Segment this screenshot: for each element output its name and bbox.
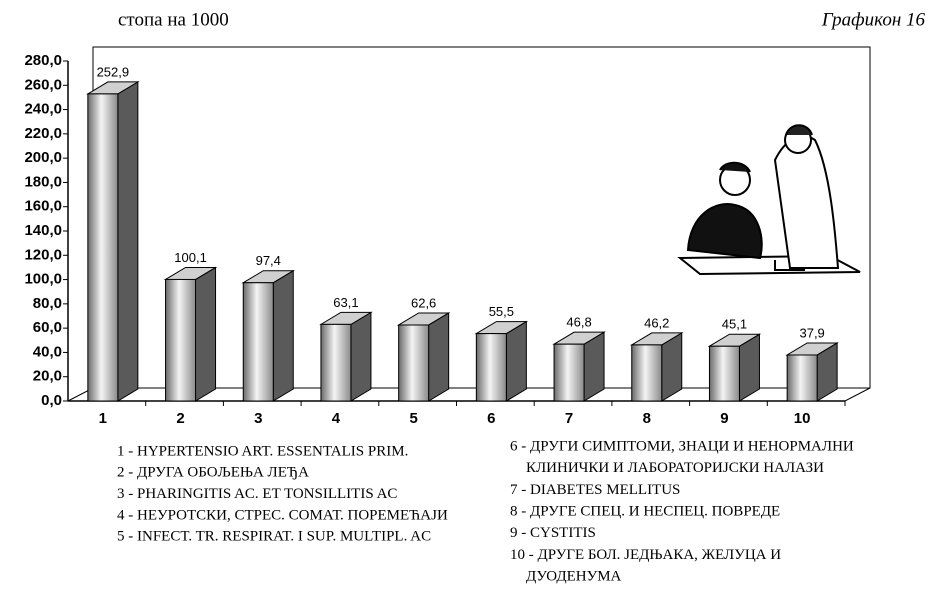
chart-title: стопа на 1000 bbox=[118, 9, 229, 30]
legend-note: ДУОДЕНУМА bbox=[526, 569, 622, 585]
value-label: 37,9 bbox=[799, 325, 824, 340]
legend-note: 10 - ДРУГЕ БОЛ. ЈЕДЊАКА, ЖЕЛУЦА И bbox=[510, 547, 781, 563]
bar-front bbox=[398, 324, 430, 402]
bar-side bbox=[428, 312, 450, 402]
bar-front bbox=[320, 323, 352, 402]
bar bbox=[629, 332, 684, 402]
bar-side bbox=[272, 269, 294, 402]
legend-note: 5 - INFECT. TR. RESPIRAT. I SUP. MULTIPL… bbox=[117, 529, 431, 545]
bar-front bbox=[708, 345, 740, 402]
illustration bbox=[677, 124, 861, 276]
bar-front bbox=[786, 354, 818, 402]
bar bbox=[707, 333, 762, 402]
bar-front bbox=[87, 93, 119, 402]
x-tick-label: 9 bbox=[720, 410, 728, 427]
x-tick-label: 6 bbox=[487, 410, 495, 427]
bar bbox=[86, 81, 140, 402]
bar-side bbox=[117, 81, 139, 402]
legend-note: 3 - PHARINGITIS AC. ET TONSILLITIS AC bbox=[117, 486, 397, 502]
bar bbox=[163, 266, 218, 402]
value-label: 46,2 bbox=[644, 315, 669, 330]
y-tick-label: 240,0 bbox=[24, 101, 62, 118]
bar-front bbox=[165, 278, 197, 402]
bar-front bbox=[553, 343, 585, 402]
x-tick-label: 4 bbox=[332, 410, 341, 427]
y-tick-label: 80,0 bbox=[33, 295, 62, 312]
value-label: 63,1 bbox=[333, 295, 358, 310]
chart-subtitle: Графикон 16 bbox=[821, 9, 926, 30]
y-tick-label: 160,0 bbox=[24, 198, 62, 215]
y-tick-label: 280,0 bbox=[24, 52, 62, 69]
bar bbox=[319, 311, 373, 402]
x-tick-label: 8 bbox=[643, 410, 651, 427]
bar bbox=[552, 331, 606, 402]
y-tick-label: 100,0 bbox=[24, 271, 62, 288]
value-label: 97,4 bbox=[256, 253, 281, 268]
x-tick-label: 3 bbox=[254, 410, 262, 427]
legend-note: 6 - ДРУГИ СИМПТОМИ, ЗНАЦИ И НЕНОРМАЛНИ bbox=[510, 438, 854, 454]
legend-note: 7 - DIABETES MELLITUS bbox=[510, 482, 680, 498]
bar bbox=[396, 312, 451, 402]
legend-note: 2 - ДРУГА ОБОЉЕЊА ЛЕЂА bbox=[117, 465, 309, 481]
x-tick-label: 10 bbox=[794, 410, 811, 427]
value-label: 55,5 bbox=[489, 304, 514, 319]
y-tick-label: 260,0 bbox=[24, 76, 62, 93]
bar bbox=[474, 320, 529, 402]
bar-front bbox=[475, 333, 507, 402]
value-label: 46,8 bbox=[566, 315, 591, 330]
bar-side bbox=[350, 311, 372, 402]
y-tick-label: 60,0 bbox=[33, 319, 62, 336]
y-tick-label: 120,0 bbox=[24, 246, 62, 263]
legend-note: 1 - HYPERTENSIO ART. ESSENTALIS PRIM. bbox=[117, 443, 408, 459]
value-label: 45,1 bbox=[722, 317, 747, 332]
y-tick-label: 0,0 bbox=[41, 392, 62, 409]
bar-side bbox=[505, 320, 527, 402]
y-tick-label: 40,0 bbox=[33, 343, 62, 360]
x-tick-label: 7 bbox=[565, 410, 573, 427]
legend-note: 4 - НЕУРОТСКИ, СТРЕС. СОМАТ. ПОРЕМЕЋАЈИ bbox=[117, 507, 448, 523]
legend-note: 8 - ДРУГЕ СПЕЦ. И НЕСПЕЦ. ПОВРЕДЕ bbox=[510, 504, 780, 520]
bar-side bbox=[195, 266, 217, 402]
value-label: 252,9 bbox=[97, 64, 130, 79]
x-tick-label: 2 bbox=[176, 410, 184, 427]
y-tick-label: 200,0 bbox=[24, 149, 62, 166]
y-tick-label: 20,0 bbox=[33, 368, 62, 385]
y-tick-label: 220,0 bbox=[24, 125, 62, 142]
legend-note: КЛИНИЧКИ И ЛАБОРАТОРИЈСКИ НАЛАЗИ bbox=[526, 460, 824, 476]
x-tick-label: 1 bbox=[99, 410, 107, 427]
bar bbox=[241, 269, 296, 402]
x-tick-label: 5 bbox=[409, 410, 417, 427]
legend-note: 9 - CYSTITIS bbox=[510, 525, 596, 541]
y-tick-label: 180,0 bbox=[24, 173, 62, 190]
bar-front bbox=[631, 344, 663, 402]
bar-front bbox=[242, 282, 274, 402]
value-label: 100,1 bbox=[174, 250, 207, 265]
bar bbox=[785, 342, 839, 402]
value-label: 62,6 bbox=[411, 295, 436, 310]
y-tick-label: 140,0 bbox=[24, 222, 62, 239]
